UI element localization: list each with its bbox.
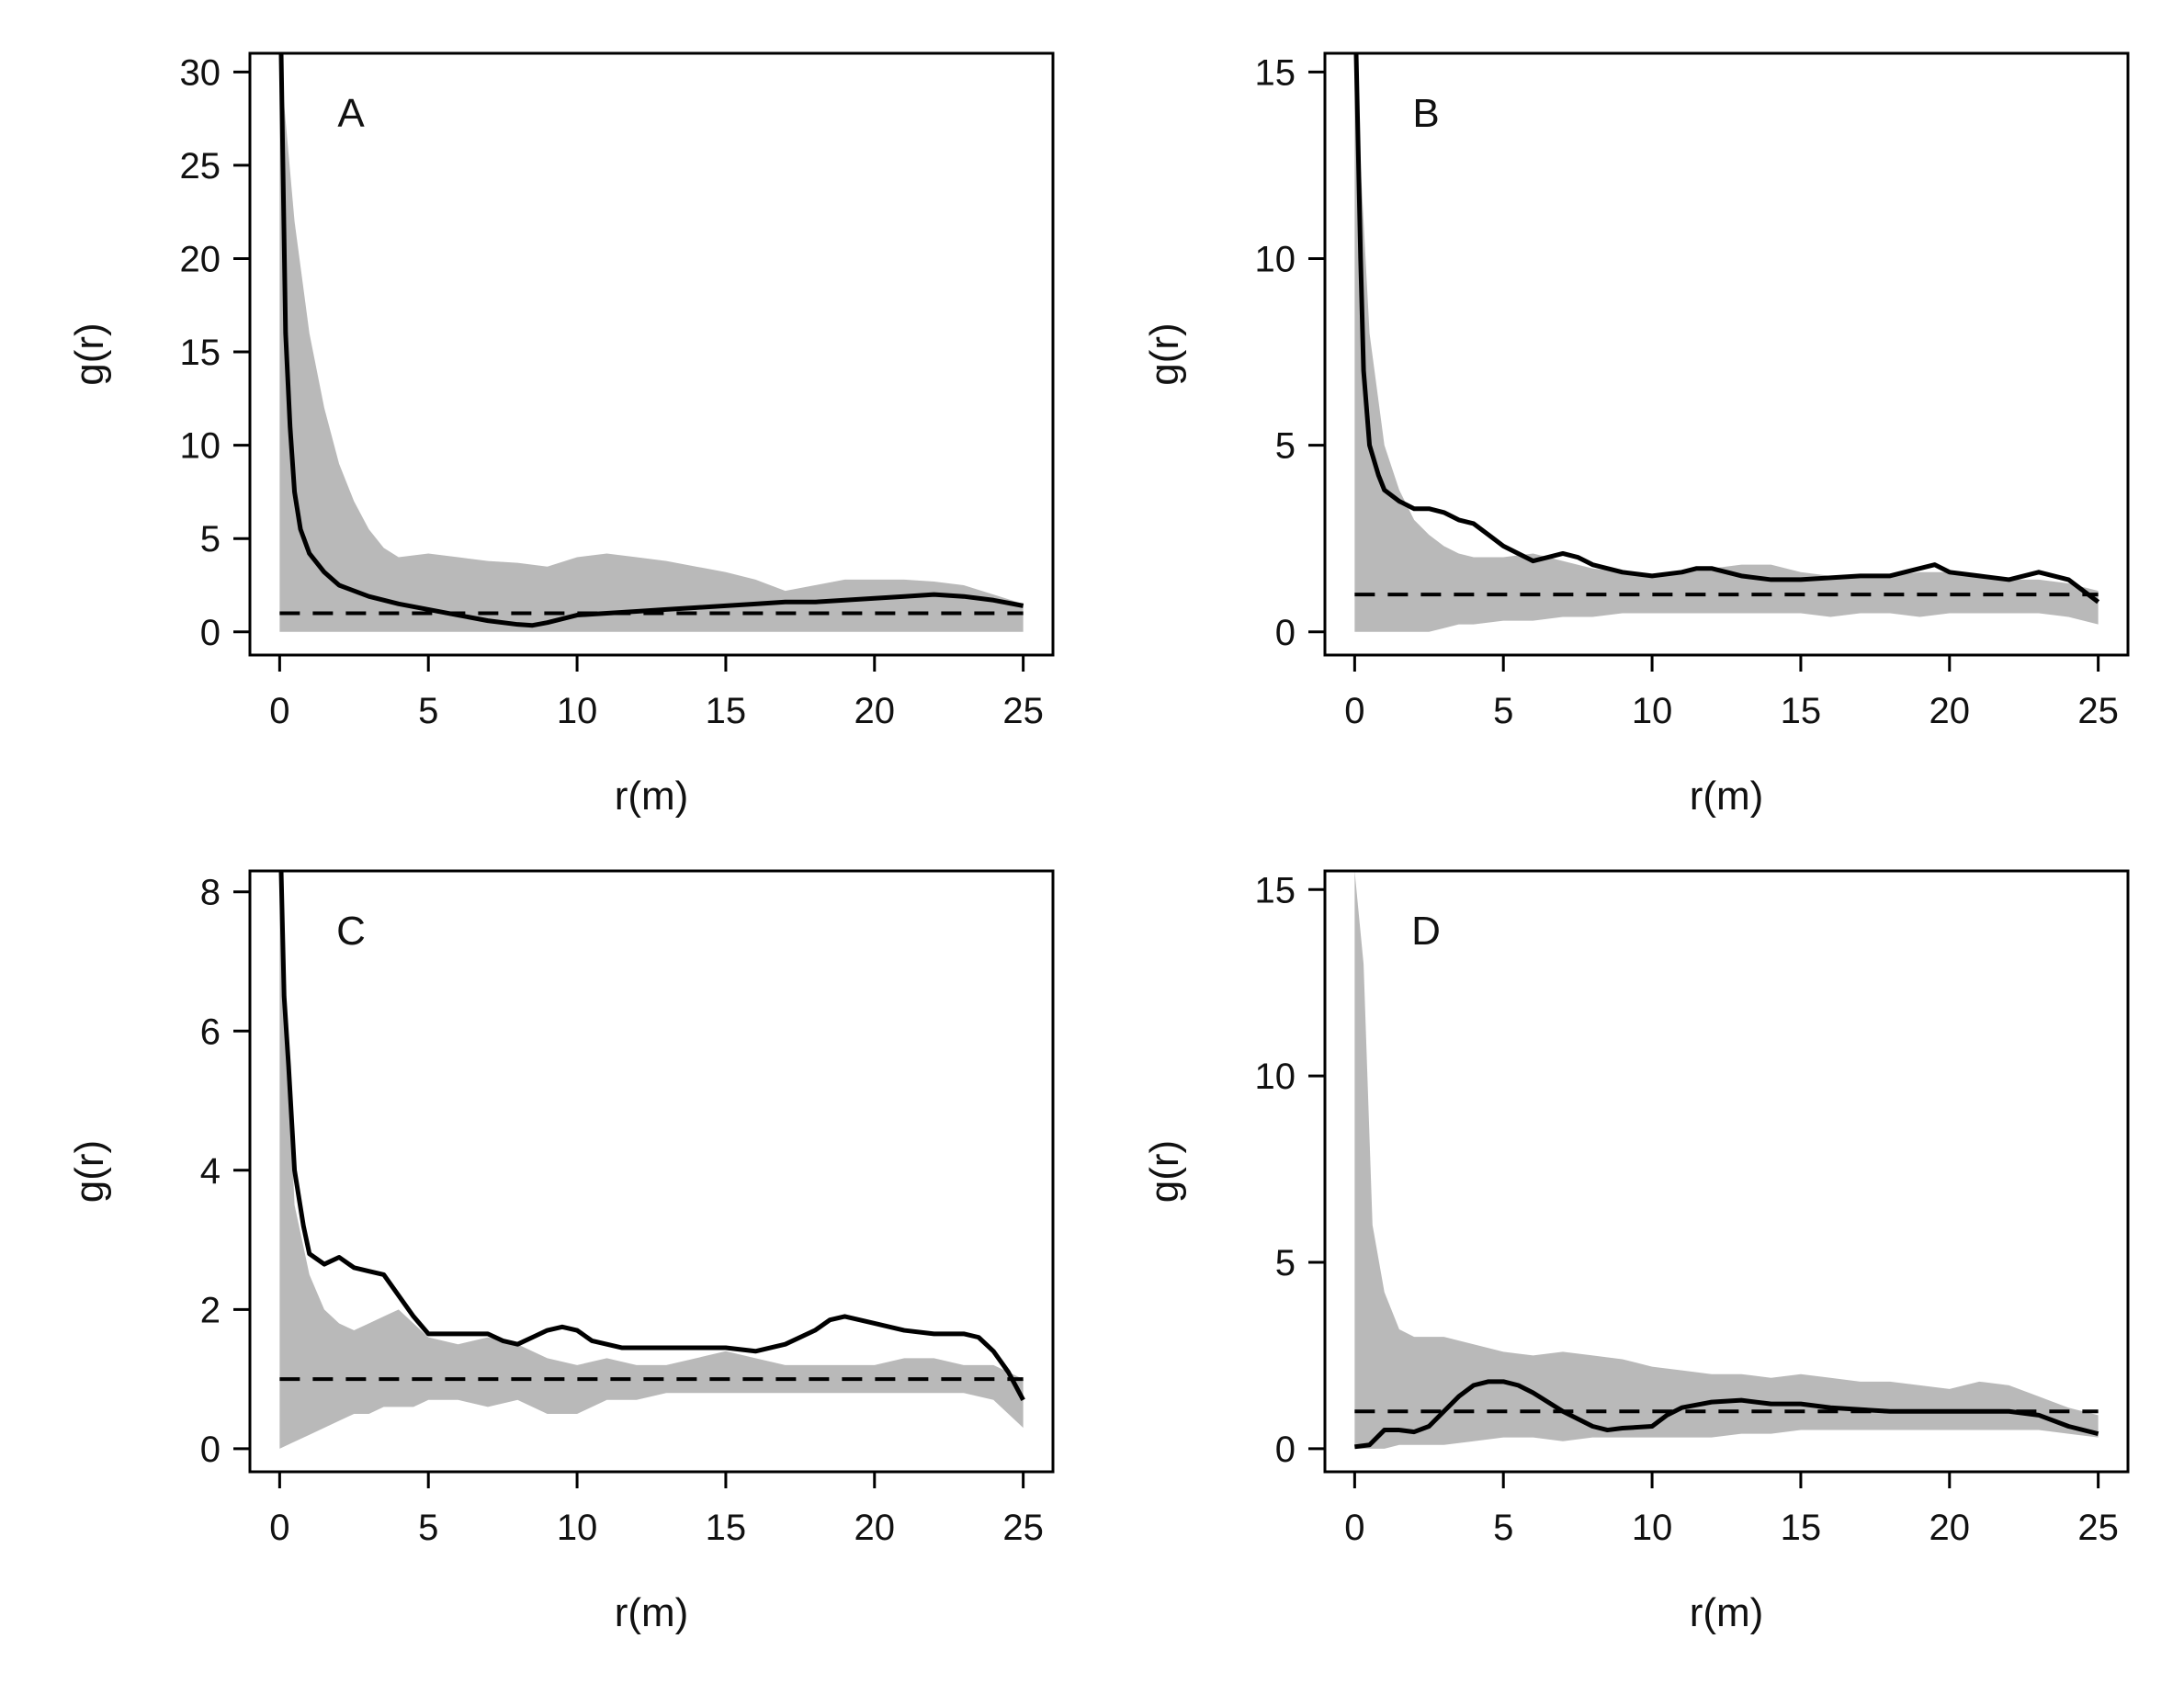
plot-area xyxy=(278,871,1025,1449)
x-axis-label: r(m) xyxy=(615,1590,689,1635)
panel-c: 0 5 10 15 20 25 0 2 4 6 8 r(m) g(r) C xyxy=(67,869,1055,1635)
envelope-band xyxy=(1354,53,2099,632)
x-axis-label: r(m) xyxy=(1690,774,1764,819)
y-tick-label: 0 xyxy=(200,613,221,653)
panel-label: A xyxy=(337,91,365,136)
y-tick-label: 10 xyxy=(1255,1057,1296,1097)
x-tick-label: 0 xyxy=(269,1508,289,1548)
axes-frame xyxy=(1323,869,2130,1474)
observed-line xyxy=(278,53,1024,628)
x-tick-label: 10 xyxy=(1632,1508,1673,1548)
x-tick-label: 10 xyxy=(1632,691,1673,731)
x-tick-label: 20 xyxy=(854,1508,896,1548)
envelope-band xyxy=(279,53,1024,632)
envelope-band xyxy=(279,871,1024,1449)
y-axis-label: g(r) xyxy=(1142,1140,1187,1203)
observed-line xyxy=(1354,1379,2099,1450)
x-tick-label: 0 xyxy=(1344,1508,1364,1548)
x-tick-label: 0 xyxy=(1344,691,1364,731)
y-tick-label: 15 xyxy=(1255,52,1296,93)
panel-label: B xyxy=(1412,91,1439,136)
y-axis-label: g(r) xyxy=(1142,322,1187,385)
x-tick-label: 10 xyxy=(557,691,598,731)
y-tick-label: 0 xyxy=(1275,613,1296,653)
x-tick-label: 5 xyxy=(1493,1508,1513,1548)
x-tick-label: 5 xyxy=(418,1508,438,1548)
axes-frame xyxy=(248,51,1055,657)
x-tick-label: 25 xyxy=(1002,691,1044,731)
x-axis-label: r(m) xyxy=(1690,1590,1764,1635)
x-tick-label: 15 xyxy=(1781,691,1822,731)
y-tick-label: 0 xyxy=(200,1430,221,1470)
y-axis-label: g(r) xyxy=(67,322,112,385)
x-tick-label: 20 xyxy=(1929,1508,1971,1548)
y-tick-label: 6 xyxy=(200,1012,221,1052)
observed-line xyxy=(1353,53,2100,605)
y-tick-label: 5 xyxy=(1275,1243,1296,1283)
x-tick-label: 20 xyxy=(1929,691,1971,731)
x-axis-label: r(m) xyxy=(615,774,689,819)
x-tick-label: 15 xyxy=(706,691,747,731)
observed-line xyxy=(278,871,1025,1401)
y-tick-label: 5 xyxy=(200,519,221,559)
panel-label: C xyxy=(336,909,366,954)
x-tick-label: 15 xyxy=(1781,1508,1822,1548)
plot-area xyxy=(278,53,1024,632)
x-tick-label: 25 xyxy=(2077,691,2119,731)
y-tick-label: 25 xyxy=(180,146,221,186)
y-tick-label: 2 xyxy=(200,1290,221,1330)
y-tick-label: 10 xyxy=(180,426,221,467)
y-tick-label: 15 xyxy=(180,333,221,373)
x-tick-label: 25 xyxy=(2077,1508,2119,1548)
x-tick-label: 0 xyxy=(269,691,289,731)
panel-b: 0 5 10 15 20 25 0 5 10 15 r(m) g(r) B xyxy=(1142,51,2130,819)
x-tick-label: 10 xyxy=(557,1508,598,1548)
plot-area xyxy=(1353,53,2100,632)
y-tick-label: 5 xyxy=(1275,426,1296,467)
y-tick-label: 30 xyxy=(180,52,221,93)
y-tick-label: 15 xyxy=(1255,870,1296,910)
x-tick-label: 5 xyxy=(418,691,438,731)
y-tick-label: 0 xyxy=(1275,1430,1296,1470)
panel-label: D xyxy=(1411,909,1441,954)
x-tick-label: 5 xyxy=(1493,691,1513,731)
panel-d: 0 5 10 15 20 25 0 5 10 15 r(m) g(r) D xyxy=(1142,869,2130,1635)
x-tick-label: 20 xyxy=(854,691,896,731)
y-tick-label: 8 xyxy=(200,873,221,913)
y-tick-label: 20 xyxy=(180,239,221,279)
plot-area xyxy=(1354,871,2099,1450)
panel-a: 0 5 10 15 20 25 0 5 10 15 20 25 30 r(m) g(r) A xyxy=(67,51,1055,819)
x-tick-label: 25 xyxy=(1002,1508,1044,1548)
y-tick-label: 10 xyxy=(1255,239,1296,279)
y-axis-label: g(r) xyxy=(67,1140,112,1203)
x-tick-label: 15 xyxy=(706,1508,747,1548)
y-tick-label: 4 xyxy=(200,1151,221,1192)
axes-frame xyxy=(1323,51,2130,657)
envelope-band xyxy=(1354,871,2099,1449)
